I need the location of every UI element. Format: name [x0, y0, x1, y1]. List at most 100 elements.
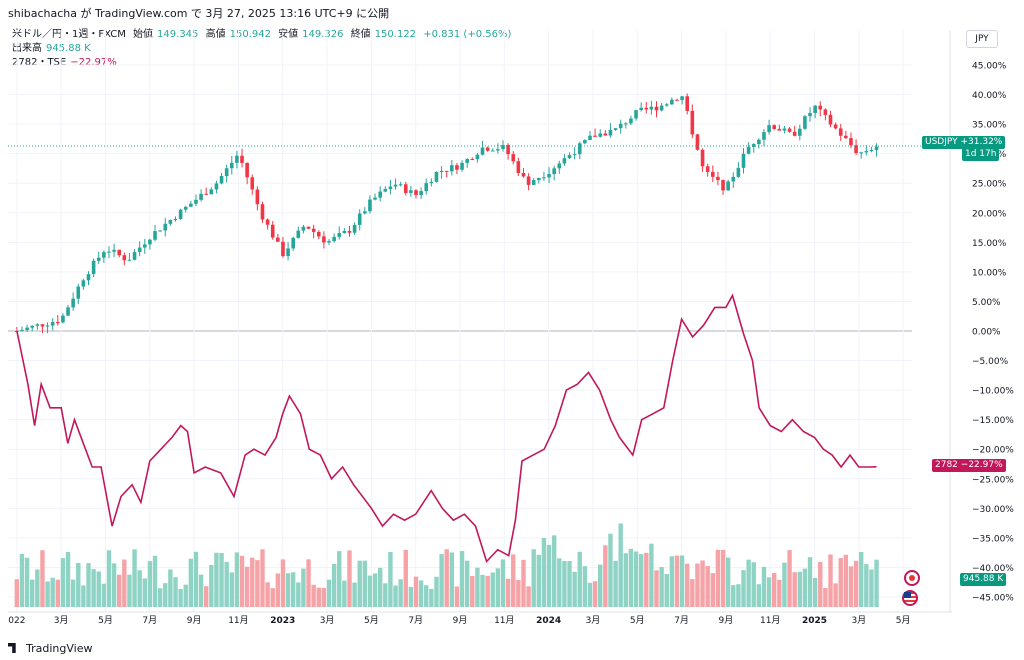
volume-bar — [858, 552, 864, 607]
volume-bar — [500, 559, 506, 607]
candle — [572, 154, 577, 156]
candle — [608, 129, 613, 136]
candle — [347, 230, 352, 233]
candle — [721, 180, 725, 191]
candle — [613, 128, 618, 130]
japan-flag-icon[interactable] — [904, 570, 920, 586]
x-tick-label: 3月 — [54, 615, 69, 626]
volume-bar — [234, 552, 240, 607]
low-value: 149.326 — [302, 29, 344, 40]
y-tick-label: −15.00% — [972, 416, 1014, 426]
candle — [490, 150, 495, 152]
candle — [209, 189, 214, 195]
volume-bar — [746, 559, 751, 607]
x-tick-label: 5月 — [364, 615, 379, 626]
volume-bar — [710, 573, 715, 607]
usdjpy-price-tag: USDJPY +31.32% — [922, 136, 1006, 149]
volume-bar — [244, 566, 250, 607]
chart-canvas[interactable]: 45.00%40.00%35.00%30.00%25.00%20.00%15.0… — [0, 22, 1024, 637]
volume-bar — [705, 565, 710, 607]
candle — [250, 177, 255, 190]
candle — [813, 105, 817, 113]
volume-bar — [838, 558, 843, 607]
candle — [224, 168, 229, 176]
candle — [808, 112, 812, 117]
volume-bar — [290, 572, 296, 607]
candle — [419, 191, 423, 195]
candle — [265, 219, 270, 225]
x-tick-label: 5月 — [630, 615, 645, 626]
volume-bar — [490, 572, 495, 607]
volume-bar — [270, 588, 275, 607]
legend-compare-row[interactable]: 2782・TSE −22.97% — [12, 56, 515, 70]
volume-bar — [152, 555, 158, 607]
volume-bar — [633, 551, 639, 607]
volume-bar — [812, 577, 818, 607]
volume-bar — [408, 586, 414, 607]
candle — [537, 177, 541, 181]
candle — [183, 206, 188, 210]
y-tick-label: −5.00% — [972, 357, 1009, 367]
volume-bar — [424, 585, 429, 607]
volume-bar — [362, 560, 368, 607]
volume-bar — [649, 543, 654, 607]
volume-bar — [567, 561, 572, 607]
volume-bar — [76, 562, 81, 607]
close-label: 終値 — [350, 29, 371, 40]
volume-bar — [342, 580, 347, 607]
volume-bar — [531, 549, 536, 607]
candle — [762, 132, 766, 140]
volume-bar — [818, 561, 823, 607]
volume-bar — [587, 582, 593, 607]
volume-bar — [203, 586, 209, 607]
y-tick-label: −30.00% — [972, 505, 1014, 515]
candle — [45, 325, 50, 327]
currency-button[interactable]: JPY — [966, 30, 998, 48]
volume-bar — [55, 579, 61, 607]
legend-volume-row[interactable]: 出来高 945.88 K — [12, 42, 515, 56]
volume-bar — [301, 568, 306, 607]
volume-bar — [50, 577, 55, 607]
volume-bar — [720, 549, 726, 607]
volume-bar — [91, 569, 96, 607]
volume-bar — [111, 563, 117, 607]
us-flag-icon[interactable] — [902, 590, 918, 606]
volume-bar — [265, 582, 270, 607]
x-tick-label: 5月 — [98, 615, 113, 626]
candle — [56, 322, 60, 324]
candle — [552, 168, 556, 175]
candle — [20, 330, 24, 332]
volume-bar — [137, 570, 142, 607]
volume-bar — [418, 580, 424, 607]
candle — [792, 131, 797, 136]
volume-bar — [393, 585, 398, 607]
candle — [61, 315, 65, 323]
candle — [567, 155, 572, 159]
symbol-name[interactable]: 米ドル／円・1週・FXCM — [12, 29, 126, 40]
candle — [276, 237, 280, 242]
volume-bar — [874, 559, 879, 607]
candle — [240, 155, 244, 163]
candle — [690, 110, 695, 135]
candle — [460, 162, 464, 170]
candle — [746, 146, 751, 154]
volume-bar — [255, 560, 260, 607]
volume-bar — [654, 570, 659, 607]
volume-bar — [843, 554, 849, 607]
tradingview-logo[interactable]: TradingView — [8, 642, 92, 655]
x-tick-label: 7月 — [408, 615, 423, 626]
candle — [50, 322, 55, 326]
y-tick-label: 10.00% — [972, 268, 1007, 278]
y-tick-label: −10.00% — [972, 387, 1014, 397]
candle — [772, 125, 777, 129]
high-label: 高値 — [205, 29, 226, 40]
volume-bar — [562, 561, 567, 607]
volume-bar — [250, 557, 255, 607]
candle — [731, 176, 736, 182]
candle — [388, 186, 393, 190]
candle — [327, 241, 331, 243]
legend-symbol-row[interactable]: 米ドル／円・1週・FXCM 始値 149.345 高値 150.942 安値 149.… — [12, 28, 515, 42]
volume-bar — [731, 585, 736, 607]
candle — [531, 180, 536, 185]
candle — [859, 152, 863, 154]
